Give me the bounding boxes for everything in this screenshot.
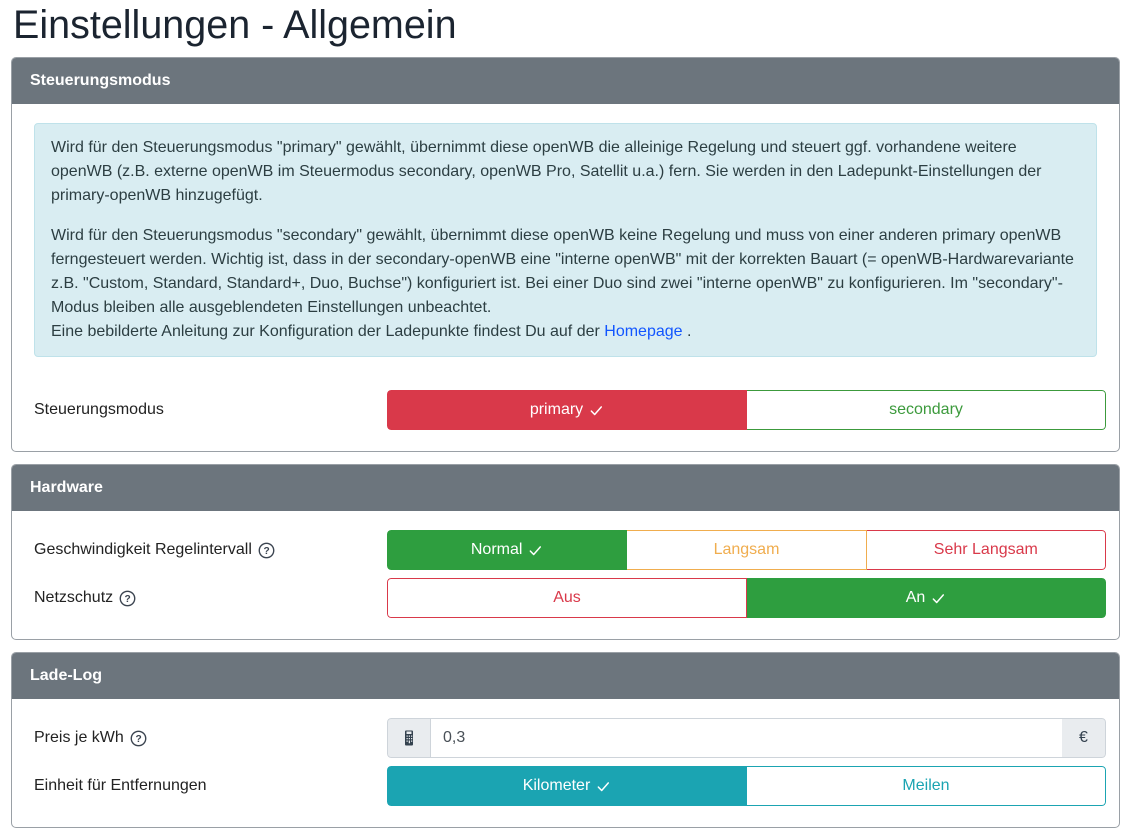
svg-text:?: ?: [263, 546, 269, 557]
svg-text:?: ?: [135, 734, 141, 745]
svg-text:?: ?: [125, 594, 131, 605]
